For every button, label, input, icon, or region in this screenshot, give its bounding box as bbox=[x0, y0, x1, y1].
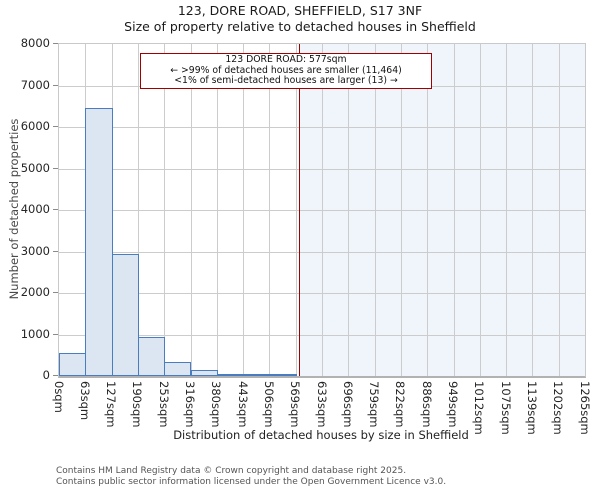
chart-subtitle: Size of property relative to detached ho… bbox=[124, 19, 476, 34]
x-gridline bbox=[137, 44, 139, 376]
y-tick-mark bbox=[53, 84, 58, 86]
x-gridline bbox=[190, 44, 192, 376]
annotation-smaller-stat: ← >99% of detached houses are smaller (1… bbox=[170, 64, 402, 76]
x-tick-label: 949sqm bbox=[446, 381, 460, 428]
y-tick-label: 7000 bbox=[20, 77, 50, 92]
footer-line-1: Contains HM Land Registry data © Crown c… bbox=[56, 466, 407, 476]
property-size-marker-line bbox=[298, 44, 301, 376]
x-gridline bbox=[374, 44, 376, 376]
x-tick-label: 633sqm bbox=[314, 381, 329, 428]
y-tick-label: 5000 bbox=[20, 160, 50, 175]
x-gridline bbox=[506, 44, 508, 376]
x-axis-label: Distribution of detached houses by size … bbox=[173, 428, 469, 442]
plot-area bbox=[58, 43, 586, 378]
x-tick-label: 190sqm bbox=[130, 381, 145, 428]
x-gridline bbox=[427, 44, 429, 376]
x-tick-label: 443sqm bbox=[235, 381, 250, 428]
y-tick-label: 1000 bbox=[20, 326, 50, 341]
histogram-bar bbox=[85, 108, 113, 376]
x-gridline bbox=[479, 44, 481, 376]
x-tick-label: 1012sqm bbox=[472, 381, 487, 435]
histogram-bar bbox=[59, 352, 87, 376]
y-tick-mark bbox=[53, 43, 58, 44]
y-tick-label: 4000 bbox=[20, 202, 50, 216]
chart-title: 123, DORE ROAD, SHEFFIELD, S17 3NF bbox=[177, 3, 423, 18]
x-tick-label: 0sqm bbox=[51, 381, 66, 413]
x-gridline bbox=[243, 44, 245, 376]
x-tick-label: 253sqm bbox=[156, 381, 171, 428]
x-gridline bbox=[400, 44, 402, 376]
y-tick-label: 6000 bbox=[20, 119, 50, 133]
x-tick-label: 1139sqm bbox=[524, 381, 539, 435]
y-tick-mark bbox=[53, 375, 58, 376]
annotation-larger-stat: <1% of semi-detached houses are larger (… bbox=[174, 75, 398, 87]
y-tick-mark bbox=[53, 126, 58, 127]
y-tick-mark bbox=[53, 333, 58, 335]
x-gridline bbox=[453, 44, 455, 376]
x-tick-label: 380sqm bbox=[209, 381, 224, 428]
x-tick-label: 316sqm bbox=[183, 381, 197, 428]
histogram-bar bbox=[216, 373, 245, 376]
histogram-bar bbox=[243, 374, 271, 376]
x-tick-label: 569sqm bbox=[288, 381, 303, 428]
x-gridline bbox=[295, 44, 297, 376]
annotation-property-size: 123 DORE ROAD: 577sqm bbox=[225, 54, 347, 65]
y-tick-label: 0 bbox=[42, 368, 50, 382]
histogram-bar bbox=[269, 374, 297, 376]
x-gridline bbox=[269, 44, 271, 376]
x-tick-label: 63sqm bbox=[77, 381, 92, 421]
x-tick-label: 506sqm bbox=[261, 381, 276, 428]
attribution-footer: Contains HM Land Registry data © Crown c… bbox=[56, 466, 446, 487]
x-tick-label: 1265sqm bbox=[577, 381, 592, 435]
x-tick-label: 1075sqm bbox=[498, 381, 513, 435]
y-tick-label: 3000 bbox=[20, 243, 50, 258]
x-tick-label: 886sqm bbox=[419, 381, 434, 428]
x-tick-label: 696sqm bbox=[340, 381, 355, 428]
histogram-bar bbox=[137, 337, 166, 376]
y-tick-mark bbox=[53, 250, 58, 252]
histogram-bar bbox=[111, 253, 139, 376]
annotation-box: 123 DORE ROAD: 577sqm ← >99% of detached… bbox=[140, 53, 432, 89]
x-tick-label: 127sqm bbox=[104, 381, 119, 428]
y-tick-mark bbox=[53, 167, 58, 169]
footer-line-2: Contains public sector information licen… bbox=[56, 476, 447, 487]
x-tick-label: 759sqm bbox=[367, 381, 382, 428]
x-gridline bbox=[322, 44, 323, 376]
histogram-bar bbox=[164, 361, 192, 376]
x-gridline bbox=[216, 44, 218, 376]
x-gridline bbox=[164, 44, 166, 376]
y-tick-mark bbox=[53, 209, 58, 210]
x-gridline bbox=[558, 44, 560, 376]
x-tick-label: 1202sqm bbox=[551, 381, 566, 435]
y-tick-label: 8000 bbox=[20, 36, 50, 50]
y-tick-mark bbox=[53, 292, 58, 293]
histogram-bar bbox=[190, 370, 218, 376]
x-gridline bbox=[348, 44, 350, 376]
x-tick-label: 822sqm bbox=[393, 381, 408, 428]
x-gridline bbox=[532, 44, 534, 376]
y-tick-label: 2000 bbox=[20, 285, 50, 299]
